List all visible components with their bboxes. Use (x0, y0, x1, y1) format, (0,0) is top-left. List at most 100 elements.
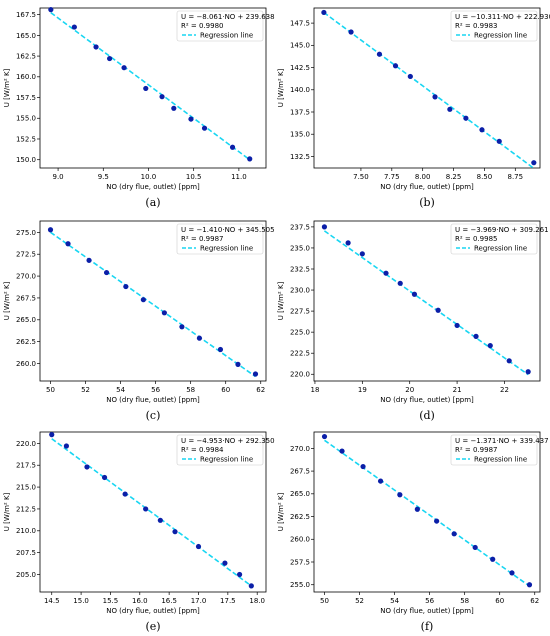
data-point (397, 280, 403, 286)
y-axis-label: U [W/m² K] (3, 492, 11, 531)
x-tick-label: 10.5 (186, 173, 202, 181)
y-tick-label: 147.5 (290, 20, 310, 28)
x-tick-label: 17.5 (220, 597, 236, 605)
x-tick-label: 9.5 (98, 173, 109, 181)
data-point (472, 544, 478, 551)
chart-panel: 7.50 7.75 8.00 8.25 8.50 8.75 132.5 135.0 137.5 1… (277, 7, 550, 191)
data-point (411, 291, 418, 297)
data-point (339, 448, 345, 454)
y-tick-label: 165.0 (16, 32, 36, 40)
data-point (236, 571, 243, 578)
data-point (235, 361, 241, 367)
data-point (252, 371, 259, 377)
x-tick-label: 8.00 (415, 173, 431, 181)
y-tick-label: 262.5 (290, 513, 310, 521)
legend-r2: R² = 0.9983 (455, 22, 497, 30)
legend-box (450, 434, 538, 466)
x-axis-label: NO (dry flue, outlet) [ppm] (106, 183, 200, 191)
data-point (196, 335, 203, 341)
data-point (506, 358, 512, 364)
x-tick-label: 8.75 (508, 173, 524, 181)
legend-r2: R² = 0.9987 (455, 446, 497, 454)
legend-equation: U = −10.311·NO + 222.930 (455, 13, 550, 21)
y-tick-label: 150.0 (16, 156, 36, 164)
x-tick-label: 60 (221, 386, 230, 394)
x-tick-label: 11.0 (231, 173, 247, 181)
x-tick-label: 62 (256, 386, 265, 394)
data-point (171, 105, 177, 111)
x-tick-label: 9.0 (53, 173, 64, 181)
data-point (63, 443, 70, 449)
legend-box (176, 434, 264, 466)
data-point (93, 44, 99, 50)
legend-r2: R² = 0.9980 (181, 22, 223, 30)
data-point (321, 9, 327, 16)
legend-equation: U = −1.410·NO + 345.505 (181, 226, 275, 234)
data-point (496, 138, 502, 144)
y-tick-label: 225.0 (290, 329, 310, 337)
x-tick-label: 50 (320, 597, 329, 605)
x-tick-label: 7.75 (384, 173, 400, 181)
y-tick-label: 160.0 (16, 73, 36, 81)
y-tick-label: 265.0 (16, 316, 36, 324)
y-tick-label: 232.5 (290, 265, 310, 273)
y-tick-label: 137.5 (290, 108, 310, 116)
legend-box (176, 223, 264, 255)
data-point (377, 478, 384, 484)
data-point (321, 433, 328, 440)
data-point (454, 322, 460, 329)
data-point (143, 506, 149, 512)
x-tick-label: 20 (405, 386, 414, 394)
y-tick-label: 157.5 (16, 94, 36, 102)
legend-box (450, 10, 538, 42)
y-tick-label: 162.5 (16, 52, 36, 60)
x-tick-label: 58 (186, 386, 195, 394)
y-axis-label: U [W/m² K] (277, 492, 285, 531)
chart-panel: 18 19 20 21 22 220.0 222.5 225.0 227.5 230.0 232.5… (277, 220, 549, 404)
data-point (392, 63, 399, 69)
x-tick-label: 54 (390, 597, 399, 605)
x-axis-label: NO (dry flue, outlet) [ppm] (106, 607, 200, 615)
x-tick-label: 16.0 (132, 597, 148, 605)
legend-entry: Regression line (474, 456, 527, 464)
chart-panel: 14.5 15.0 15.5 16.0 16.5 17.0 17.5 18.0 205.0 207… (3, 431, 275, 615)
data-point (123, 283, 129, 290)
x-tick-label: 16.5 (161, 597, 177, 605)
y-tick-label: 270.0 (16, 272, 36, 280)
regression-line (50, 12, 251, 161)
y-tick-label: 237.5 (290, 223, 310, 231)
y-tick-label: 230.0 (290, 286, 310, 294)
data-point (473, 333, 479, 339)
x-tick-label: 18 (310, 386, 319, 394)
y-axis-label: U [W/m² K] (3, 281, 11, 320)
y-tick-label: 135.0 (290, 131, 310, 139)
regression-line (50, 231, 256, 378)
data-point (101, 474, 108, 481)
x-tick-label: 8.50 (477, 173, 493, 181)
y-tick-label: 275.0 (16, 229, 36, 237)
data-point (247, 156, 253, 162)
data-point (397, 492, 403, 498)
x-axis-label: NO (dry flue, outlet) [ppm] (380, 183, 474, 191)
data-point (86, 257, 92, 263)
data-point (65, 241, 71, 247)
x-tick-label: 56 (425, 597, 434, 605)
panel-label: (d) (419, 409, 435, 422)
y-tick-label: 272.5 (16, 251, 36, 259)
data-point (49, 432, 55, 438)
y-tick-label: 222.5 (290, 350, 310, 358)
y-tick-label: 210.0 (16, 527, 36, 535)
panel-label: (b) (419, 196, 435, 209)
chart-panel: 50 52 54 56 58 60 62 255.0 257.5 260.0 262.5 265.0 2… (277, 431, 549, 615)
x-tick-label: 21 (453, 386, 462, 394)
y-tick-label: 227.5 (290, 308, 310, 316)
legend-entry: Regression line (200, 456, 253, 464)
data-point (229, 144, 236, 150)
data-point (383, 270, 389, 276)
x-axis-label: NO (dry flue, outlet) [ppm] (380, 607, 474, 615)
x-tick-label: 58 (460, 597, 469, 605)
y-tick-label: 217.5 (16, 462, 36, 470)
